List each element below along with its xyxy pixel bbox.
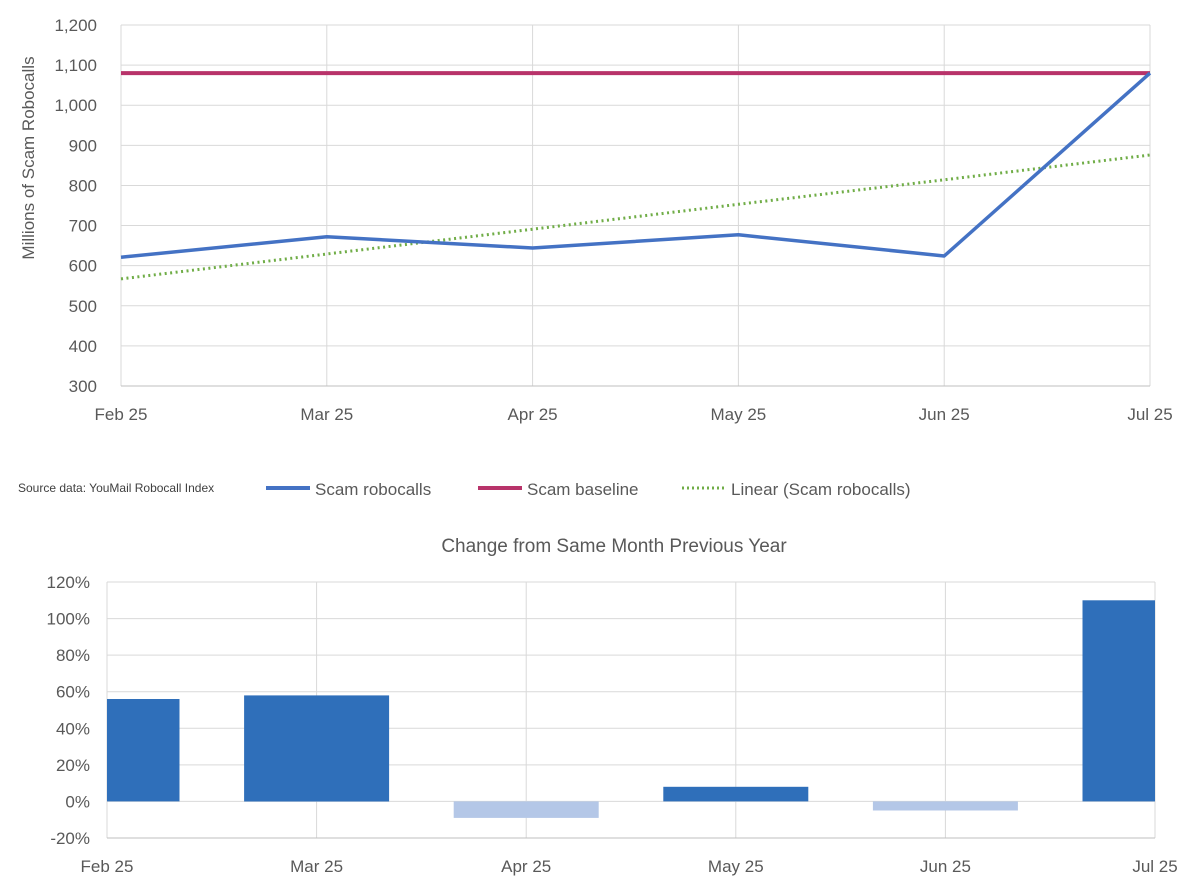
legend-label-linear-trend: Linear (Scam robocalls): [731, 480, 911, 499]
bar-chart-x-tick-label: Jul 25: [1132, 857, 1177, 876]
bar-chart-y-tick-label: 60%: [56, 683, 90, 702]
bar-chart-x-tick-label: Feb 25: [81, 857, 134, 876]
bar-chart-y-tick-label: 80%: [56, 646, 90, 665]
line-chart-y-axis-title: Millions of Scam Robocalls: [19, 56, 38, 259]
line-chart-y-tick-label: 700: [69, 217, 97, 236]
bar-chart-x-tick-label: May 25: [708, 857, 764, 876]
line-chart-x-ticks: Feb 25 Mar 25 Apr 25 May 25 Jun 25 Jul 25: [95, 405, 1173, 424]
bar-chart-y-tick-label: 120%: [47, 573, 90, 592]
bar-chart: Change from Same Month Previous Year -20…: [47, 536, 1178, 876]
line-chart-x-tick-label: Apr 25: [508, 405, 558, 424]
series-line-linear-scam-robocalls: [120, 153, 1151, 281]
bar-chart-y-tick-label: 20%: [56, 756, 90, 775]
legend-label-scam-baseline: Scam baseline: [527, 480, 639, 499]
bar-chart-x-ticks: Feb 25 Mar 25 Apr 25 May 25 Jun 25 Jul 25: [81, 857, 1178, 876]
line-chart-y-tick-label: 1,000: [54, 96, 97, 115]
line-chart-y-tick-label: 600: [69, 257, 97, 276]
line-chart-y-tick-label: 1,200: [54, 16, 97, 35]
line-chart-x-tick-label: Feb 25: [95, 405, 148, 424]
line-chart-gridlines: [120, 24, 1151, 387]
bar-jun-25: [872, 801, 1018, 811]
bar-chart-y-tick-label: -20%: [50, 829, 90, 848]
bar-mar-25: [244, 695, 390, 802]
source-note: Source data: YouMail Robocall Index: [18, 481, 214, 495]
line-chart: 300 400 500 600 700 800 900 1,000 1,100 1,200 Feb…: [19, 16, 1173, 424]
line-chart-y-tick-label: 900: [69, 136, 97, 155]
line-chart-x-tick-label: May 25: [711, 405, 767, 424]
bar-chart-x-tick-label: Mar 25: [290, 857, 343, 876]
line-chart-y-tick-label: 500: [69, 297, 97, 316]
bar-chart-y-tick-label: 100%: [47, 610, 90, 629]
bar-chart-x-tick-label: Jun 25: [920, 857, 971, 876]
series-line-scam-robocalls: [120, 71, 1152, 259]
line-chart-y-ticks: 300 400 500 600 700 800 900 1,000 1,100 1,200: [54, 16, 97, 396]
line-chart-y-tick-label: 400: [69, 337, 97, 356]
line-chart-y-tick-label: 300: [69, 377, 97, 396]
line-chart-x-tick-label: Mar 25: [300, 405, 353, 424]
bar-chart-bars: [107, 600, 1155, 818]
bar-chart-y-tick-label: 40%: [56, 719, 90, 738]
line-chart-legend: Source data: YouMail Robocall Index Scam…: [18, 480, 911, 499]
legend-label-scam-robocalls: Scam robocalls: [315, 480, 431, 499]
line-chart-x-tick-label: Jul 25: [1127, 405, 1172, 424]
bar-chart-x-tick-label: Apr 25: [501, 857, 551, 876]
line-chart-y-tick-label: 1,100: [54, 56, 97, 75]
bar-may-25: [663, 786, 809, 802]
bar-chart-title: Change from Same Month Previous Year: [441, 536, 787, 557]
bar-jul-25: [1082, 600, 1155, 802]
line-chart-series: [120, 71, 1152, 281]
line-chart-y-tick-label: 800: [69, 176, 97, 195]
line-chart-x-tick-label: Jun 25: [919, 405, 970, 424]
bar-apr-25: [453, 801, 599, 818]
bar-feb-25: [107, 699, 180, 802]
bar-chart-y-tick-label: 0%: [65, 792, 90, 811]
bar-chart-y-ticks: -20% 0% 20% 40% 60% 80% 100% 120%: [47, 573, 90, 848]
